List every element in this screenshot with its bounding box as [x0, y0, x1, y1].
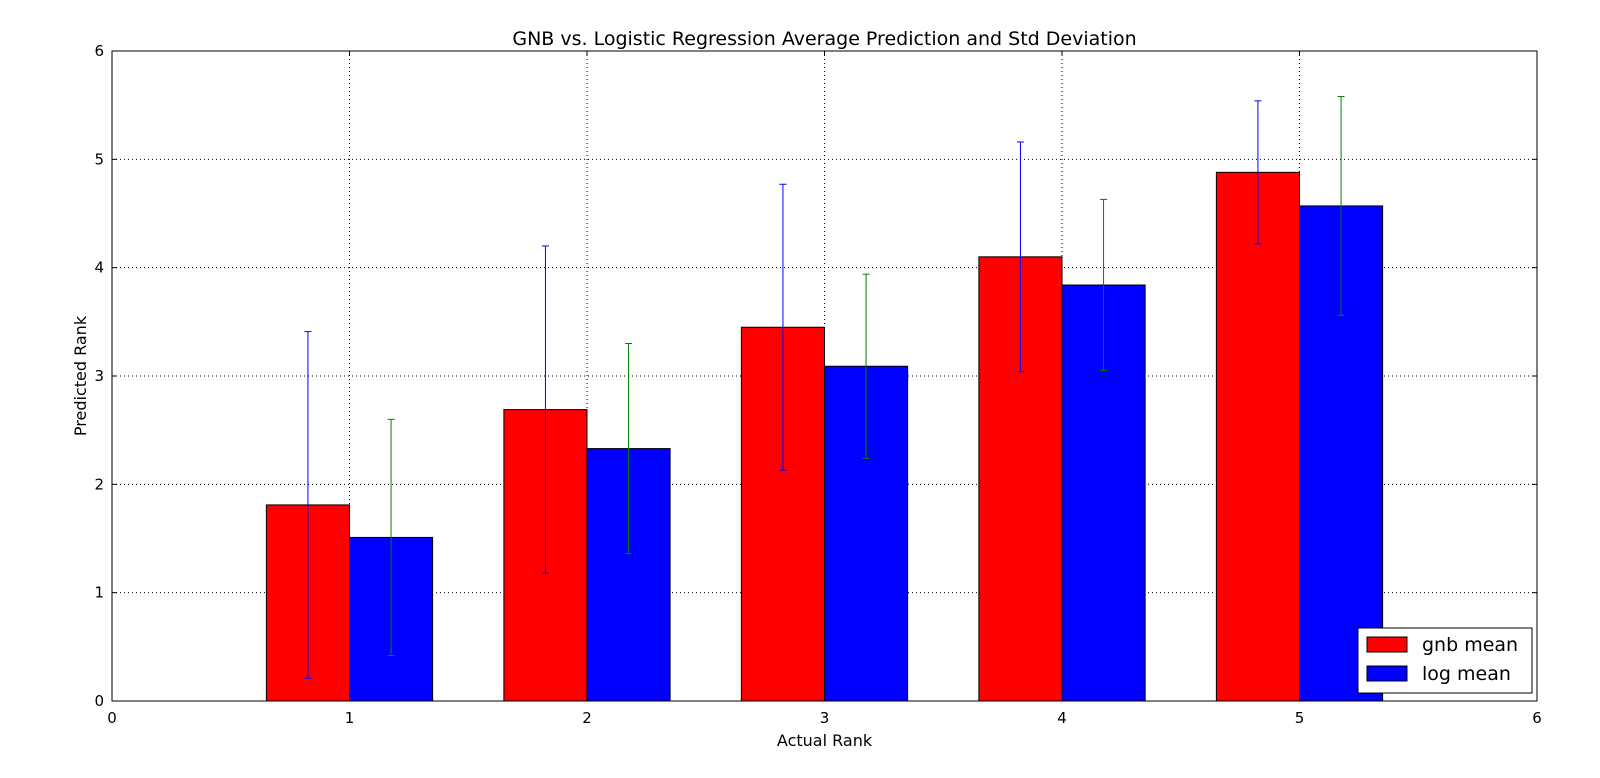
legend-swatch-gnb: [1366, 636, 1408, 653]
y-axis-title: Predicted Rank: [71, 315, 90, 436]
y-tick-label: 4: [94, 259, 104, 277]
y-tick-label: 2: [94, 475, 104, 493]
legend: gnb mean log mean: [1357, 627, 1533, 694]
y-tick-label: 3: [94, 367, 104, 385]
x-tick-label: 3: [820, 709, 830, 727]
error-bars: [304, 96, 1345, 679]
x-tick-label: 2: [582, 709, 592, 727]
x-axis-title: Actual Rank: [777, 731, 873, 750]
bar-gnb: [1215, 171, 1300, 702]
y-tick-label: 6: [94, 42, 104, 60]
y-tick-label: 1: [94, 584, 104, 602]
y-tick-label: 5: [94, 150, 104, 168]
legend-label-gnb: gnb mean: [1422, 634, 1518, 656]
x-tick-label: 1: [345, 709, 355, 727]
x-tick-label: 0: [107, 709, 117, 727]
x-tick-label: 5: [1295, 709, 1305, 727]
y-tick-label: 0: [94, 692, 104, 710]
chart-title: GNB vs. Logistic Regression Average Pred…: [512, 28, 1136, 50]
x-tick-label: 6: [1532, 709, 1542, 727]
axis-ticks: 0 1 2 3 4 5 6 0 1 2 3 4 5 6: [94, 42, 1541, 727]
legend-swatch-log: [1366, 665, 1408, 682]
x-tick-label: 4: [1057, 709, 1067, 727]
legend-label-log: log mean: [1422, 663, 1511, 685]
